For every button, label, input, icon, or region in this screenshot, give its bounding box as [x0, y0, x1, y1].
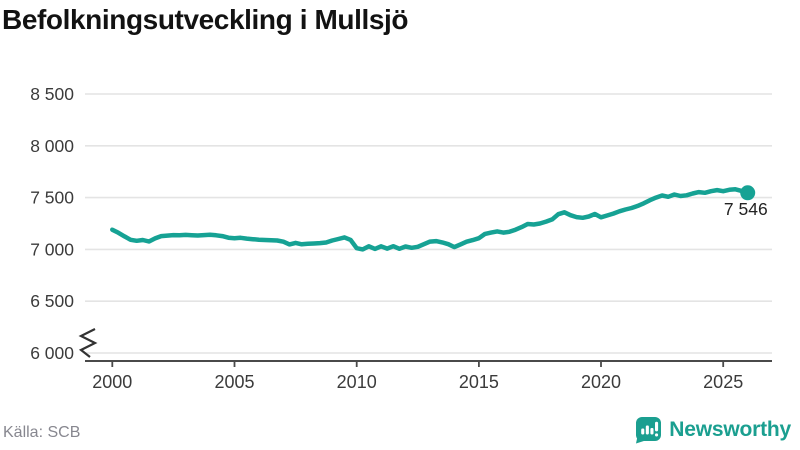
svg-text:6 500: 6 500 [30, 291, 74, 311]
population-line [110, 187, 750, 252]
svg-text:6 000: 6 000 [30, 343, 74, 363]
page-title: Befolkningsutveckling i Mullsjö [2, 4, 409, 35]
x-axis: 2000 2005 2010 2015 2020 2025 [85, 360, 772, 392]
axis-break-icon [78, 328, 98, 358]
svg-text:2010: 2010 [337, 372, 377, 392]
svg-text:2015: 2015 [459, 372, 499, 392]
svg-text:8 000: 8 000 [30, 136, 74, 156]
svg-text:2000: 2000 [92, 372, 132, 392]
newsworthy-logo: Newsworthy [635, 416, 791, 444]
svg-text:2005: 2005 [214, 372, 254, 392]
svg-text:8 500: 8 500 [30, 84, 74, 104]
svg-text:7 000: 7 000 [30, 239, 74, 259]
end-point-dot [740, 185, 756, 201]
newsworthy-bubble-chart-icon [636, 417, 662, 444]
svg-text:2020: 2020 [581, 372, 621, 392]
source-note: Källa: SCB [3, 424, 81, 441]
svg-text:7 500: 7 500 [30, 188, 74, 208]
y-gridlines-and-labels: 8 500 8 000 7 500 7 000 6 500 6 000 [30, 84, 772, 363]
svg-text:2025: 2025 [703, 372, 743, 392]
newsworthy-wordmark: Newsworthy [669, 418, 791, 441]
end-value-label: 7 546 [724, 199, 768, 219]
